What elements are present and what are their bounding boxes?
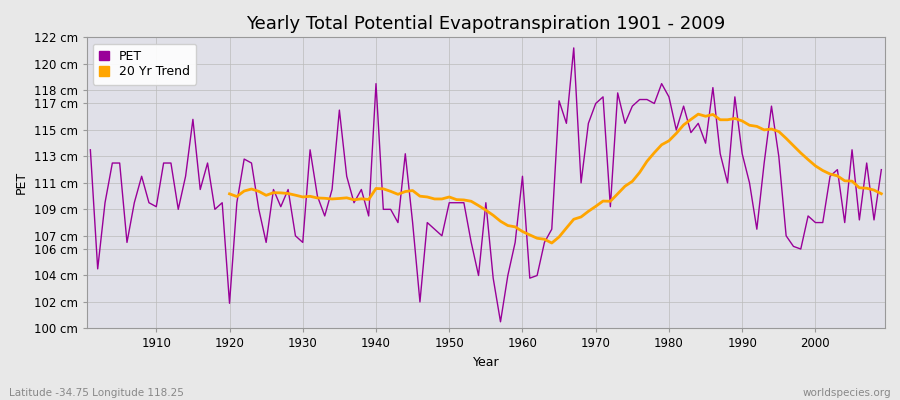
Text: worldspecies.org: worldspecies.org: [803, 388, 891, 398]
PET: [525, 276, 535, 280]
Y-axis label: PET: PET: [15, 171, 28, 194]
20 Yr Trend: [693, 112, 704, 116]
PET: [568, 46, 579, 50]
PET: [619, 121, 630, 126]
20 Yr Trend: [876, 191, 886, 196]
Title: Yearly Total Potential Evapotranspiration 1901 - 2009: Yearly Total Potential Evapotranspiratio…: [247, 15, 725, 33]
Text: Latitude -34.75 Longitude 118.25: Latitude -34.75 Longitude 118.25: [9, 388, 184, 398]
Line: 20 Yr Trend: 20 Yr Trend: [230, 114, 881, 243]
20 Yr Trend: [546, 241, 557, 246]
20 Yr Trend: [796, 150, 806, 155]
X-axis label: Year: Year: [472, 356, 500, 369]
PET: [348, 200, 359, 205]
20 Yr Trend: [861, 186, 872, 191]
PET: [85, 147, 95, 152]
20 Yr Trend: [686, 117, 697, 122]
Legend: PET, 20 Yr Trend: PET, 20 Yr Trend: [93, 44, 196, 84]
20 Yr Trend: [312, 196, 323, 200]
20 Yr Trend: [422, 194, 433, 199]
PET: [876, 167, 886, 172]
PET: [144, 200, 155, 205]
20 Yr Trend: [780, 136, 791, 141]
PET: [495, 320, 506, 324]
PET: [305, 147, 316, 152]
20 Yr Trend: [224, 192, 235, 196]
PET: [518, 174, 528, 179]
Line: PET: PET: [90, 48, 881, 322]
